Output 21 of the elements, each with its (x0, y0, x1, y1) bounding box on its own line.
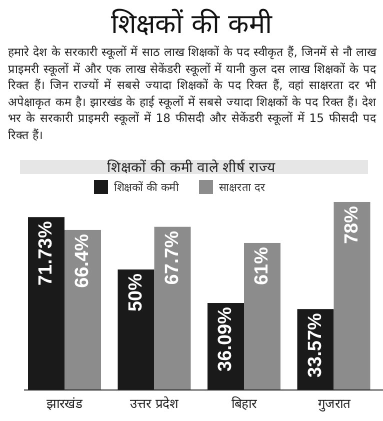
data-label: 33.57% (305, 312, 326, 378)
bar (334, 202, 370, 390)
data-label: 71.73% (36, 221, 57, 286)
legend-label: शिक्षकों की कमी (114, 181, 179, 194)
x-tick-label: बिहार (232, 396, 258, 412)
data-label: 50% (126, 273, 146, 312)
x-tick-label: गुजरात (318, 397, 351, 412)
text: हमारे देश के सरकारी स्कूलों में साठ लाख शिक्षकों के पद स्वीकृत हैं, जिनमें से नौ लाख प्राइमरी स्कूलों में और एक लाख सेकेंडरी स्कूलों में यानी कुल दस लाख शिक्षकों के पद रिक्त हैं। जिन राज्यों में सबसे ज्यादा शिक्षकों के पद रिक्त हैं, वहां साक्षरता दर भी अपेक्षाकृत कम है। झारखंड के हाई स्कूलों में सबसे ज्यादा शिक्षकों के पद रिक्त हैं। देश भर के सरकारी प्राइमरी स्कूलों में 18 फीसदी और सेकेंडरी स्कूलों में 15 फीसदी पद रिक्त हैं। (8, 44, 376, 144)
legend-label: साक्षरता दर (219, 181, 266, 194)
chart-title: शिक्षकों की कमी (110, 8, 274, 41)
data-label: 61% (252, 246, 273, 286)
x-tick-label: झारखंड (46, 397, 84, 412)
bar (244, 242, 280, 390)
bar (154, 226, 191, 390)
data-label: 66.4% (72, 234, 94, 288)
data-label: 67.7% (162, 230, 183, 285)
data-label: 78% (342, 206, 362, 244)
data-label: 36.09% (215, 306, 236, 372)
x-tick-label: उत्तर प्रदेश (130, 396, 180, 412)
bar (64, 230, 101, 390)
chart-subtitle: शिक्षकों की कमी वाले शीर्ष राज्य (106, 159, 276, 176)
